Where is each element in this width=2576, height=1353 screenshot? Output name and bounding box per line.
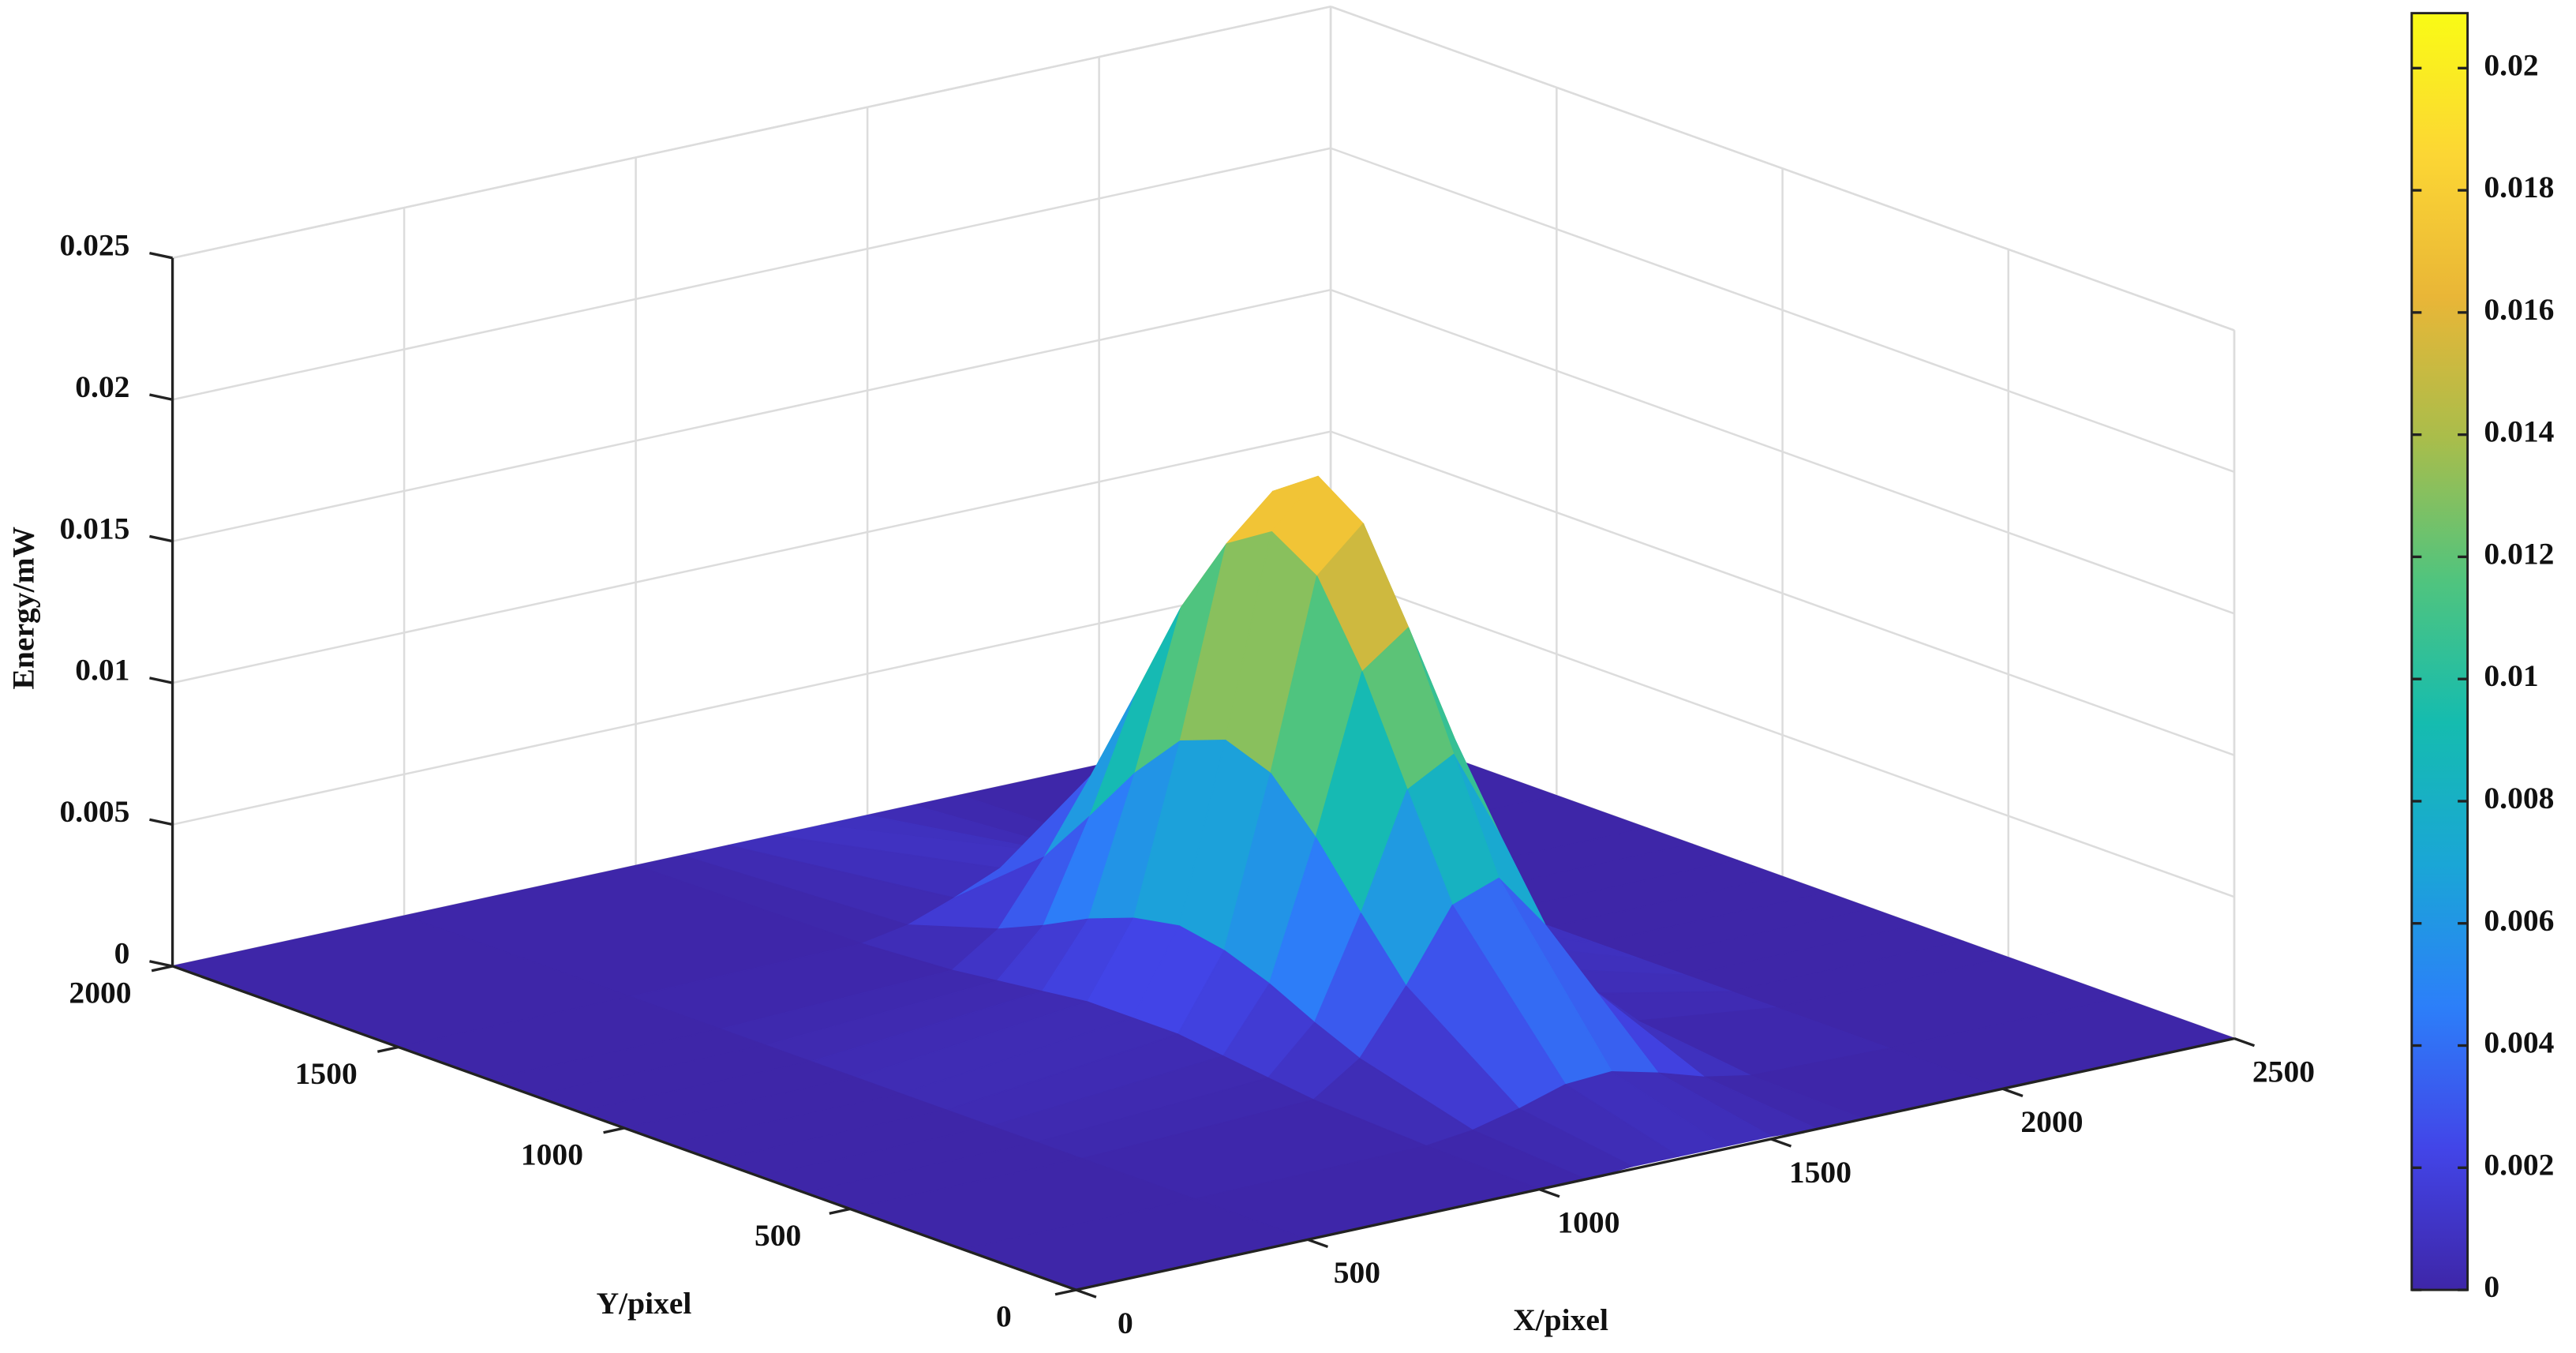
y-tick-label: 0 [996,1299,1012,1334]
z-tick [149,251,173,260]
grid-line [172,288,1331,542]
z-tick-label: 0.015 [59,511,129,545]
y-axis-label: Y/pixel [597,1286,692,1321]
y-tick-label: 1000 [521,1137,583,1172]
box-edge [172,6,1331,260]
colorbar-tick-label: 0.012 [2484,536,2554,571]
colorbar-tick-label: 0.002 [2484,1147,2554,1182]
x-tick [1075,1288,1097,1299]
x-axis-label: X/pixel [1513,1302,1608,1337]
y-tick-label: 500 [754,1218,801,1253]
z-tick [149,676,173,684]
y-tick [377,1045,399,1053]
x-tick [1307,1238,1329,1249]
z-tick-label: 0.01 [75,653,129,688]
y-tick-label: 2000 [69,976,131,1010]
x-tick-label: 500 [1334,1255,1380,1290]
axes: 0 500 1000 1500 2000 2500 0 500 1000 1500 2000 0 0.0… [59,227,2315,1340]
y-tick [1054,1288,1076,1296]
box-edge [1330,6,2235,332]
x-tick-label: 1500 [1789,1155,1852,1190]
y-tick [829,1207,851,1215]
colorbar: 0 0.002 0.004 0.006 0.008 0.01 0.012 0.014 0.016… [2410,12,2555,1304]
y-tick [603,1126,625,1134]
x-tick-label: 1000 [1557,1205,1619,1240]
surface [171,475,2235,1291]
z-tick [149,534,173,543]
colorbar-tick-label: 0.004 [2484,1025,2554,1060]
z-tick [149,818,173,826]
z-tick [149,960,173,968]
colorbar-scale [2410,12,2469,1291]
colorbar-tick-label: 0.006 [2484,903,2554,938]
z-tick-label: 0.005 [59,794,129,829]
grid-line [172,430,1331,684]
colorbar-tick-label: 0.02 [2484,47,2538,82]
y-tick-label: 1500 [295,1056,358,1091]
y-tick [151,965,173,973]
grid-line [172,147,1331,401]
x-tick [1538,1188,1560,1198]
z-tick-label: 0.02 [75,369,129,404]
colorbar-tick-label: 0.01 [2484,658,2538,693]
x-tick [2233,1037,2256,1048]
colorbar-tick-label: 0.016 [2484,292,2554,327]
colorbar-tick-label: 0.014 [2484,414,2554,449]
colorbar-tick-label: 0.008 [2484,781,2554,815]
z-tick-label: 0.025 [59,227,129,262]
z-axis-label: Energy/mW [6,527,40,690]
z-tick [149,393,173,401]
x-tick-label: 0 [1118,1306,1133,1340]
axis-line [1076,1036,2235,1291]
colorbar-tick-label: 0.018 [2484,170,2554,204]
grid-line [172,572,1331,826]
z-tick-label: 0 [114,936,130,971]
x-tick [1770,1137,1792,1148]
x-tick-label: 2500 [2252,1054,2315,1089]
x-tick [2001,1087,2024,1097]
colorbar-tick-label: 0 [2484,1269,2499,1304]
x-tick-label: 2000 [2020,1104,2083,1139]
